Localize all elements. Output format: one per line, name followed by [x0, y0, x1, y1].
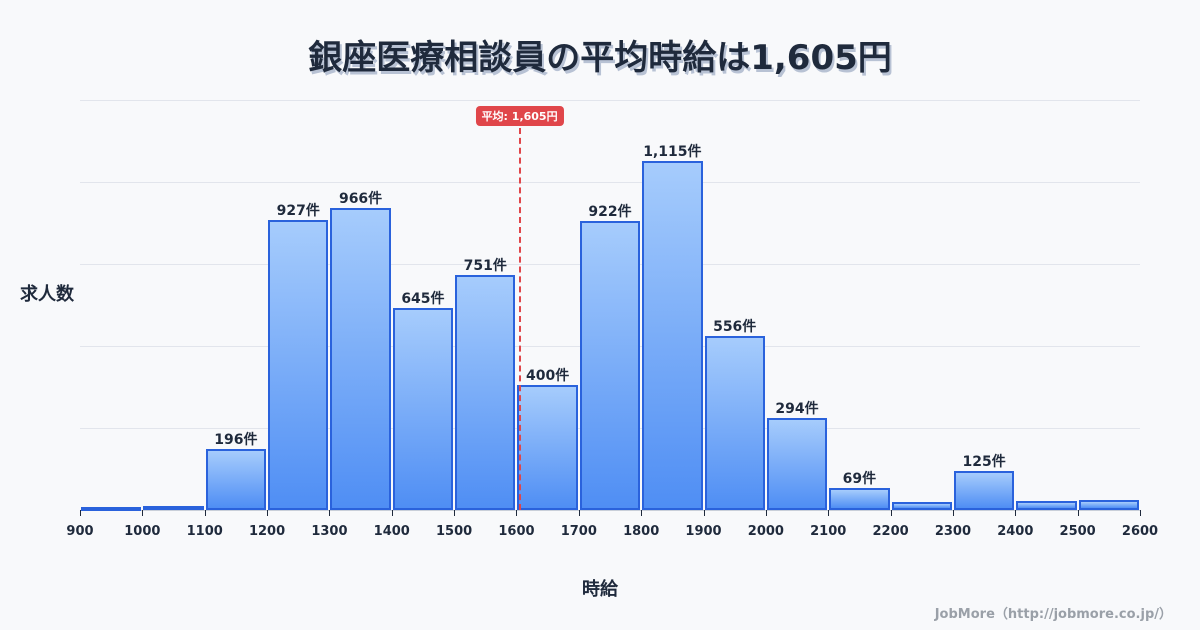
x-axis-line [80, 510, 1140, 511]
x-tick [952, 510, 954, 516]
histogram-bar [268, 219, 329, 510]
histogram-bar [143, 506, 204, 511]
credit-text: JobMore（http://jobmore.co.jp/） [934, 607, 1172, 622]
bar-value-label: 645件 [401, 291, 445, 308]
x-tick-label: 1800 [623, 524, 660, 539]
x-tick [1140, 510, 1141, 516]
x-tick [204, 510, 206, 516]
x-tick [516, 510, 518, 516]
x-tick-label: 1900 [685, 524, 722, 539]
x-tick-label: 1500 [436, 524, 473, 539]
x-tick [1077, 510, 1079, 516]
x-tick [641, 510, 643, 516]
x-tick [267, 510, 269, 516]
x-tick [828, 510, 830, 516]
x-tick-label: 2500 [1059, 524, 1096, 539]
x-tick [578, 510, 580, 516]
x-tick [703, 510, 705, 516]
histogram-bar [455, 274, 516, 510]
x-tick-label: 2600 [1121, 524, 1159, 539]
histogram-bar [704, 335, 765, 510]
bar-value-label: 966件 [338, 190, 383, 207]
histogram-bar [1016, 500, 1077, 510]
x-tick [142, 510, 144, 516]
x-tick [1015, 510, 1017, 516]
x-axis-label: 時給 [582, 579, 618, 600]
x-tick-label: 1000 [124, 524, 161, 539]
histogram-bar [953, 470, 1015, 510]
chart-title: 銀座医療相談員の平均時給は1,605円 [308, 38, 892, 78]
histogram-bar [392, 308, 454, 510]
x-tick [329, 510, 331, 516]
x-tick [454, 510, 456, 516]
histogram-bar [829, 488, 890, 510]
x-tick-label: 1200 [248, 524, 286, 539]
bar-value-label: 69件 [842, 471, 877, 488]
x-tick-label: 2400 [997, 524, 1034, 539]
average-line [518, 128, 521, 510]
x-tick [890, 510, 892, 516]
histogram-plot: 196件 927件 966件 645件 751件 400件 922件 1,115件 556件 29… [66, 100, 1158, 539]
x-tick-label: 1300 [311, 524, 348, 539]
x-tick-label: 900 [66, 524, 94, 539]
gridline [80, 182, 1140, 183]
average-badge: 平均: 1,605円 [475, 106, 564, 126]
x-tick-label: 1700 [560, 524, 597, 539]
bar-value-label: 125件 [962, 453, 1006, 470]
x-tick-label: 1400 [373, 524, 410, 539]
histogram-bar [891, 502, 952, 510]
x-tick-label: 1100 [186, 524, 223, 539]
histogram-bar [517, 384, 578, 510]
y-axis-label: 求人数 [20, 284, 74, 305]
x-tick-label: 2100 [810, 524, 847, 539]
x-tick-label: 2200 [872, 524, 909, 539]
bar-value-label: 1,115件 [643, 144, 702, 161]
x-tick-label: 1600 [498, 524, 535, 539]
bar-value-label: 556件 [713, 318, 757, 335]
bar-value-label: 922件 [588, 204, 632, 221]
histogram-bar [81, 507, 142, 511]
histogram-bar [1078, 499, 1139, 510]
bar-value-label: 927件 [276, 202, 320, 219]
gridline [80, 100, 1140, 101]
bar-value-label: 751件 [463, 257, 507, 274]
x-tick-label: 2300 [934, 524, 972, 539]
x-tick-label: 2000 [747, 524, 784, 539]
x-tick [391, 510, 393, 516]
bar-value-label: 294件 [775, 400, 819, 417]
bar-value-label: 400件 [526, 367, 570, 384]
x-tick [80, 510, 81, 516]
bar-value-label: 196件 [214, 431, 258, 448]
x-tick [765, 510, 767, 516]
histogram-bar [579, 221, 641, 510]
histogram-bar [766, 417, 828, 510]
histogram-bar [205, 448, 267, 510]
histogram-bar [642, 161, 703, 510]
histogram-bar [330, 207, 391, 510]
